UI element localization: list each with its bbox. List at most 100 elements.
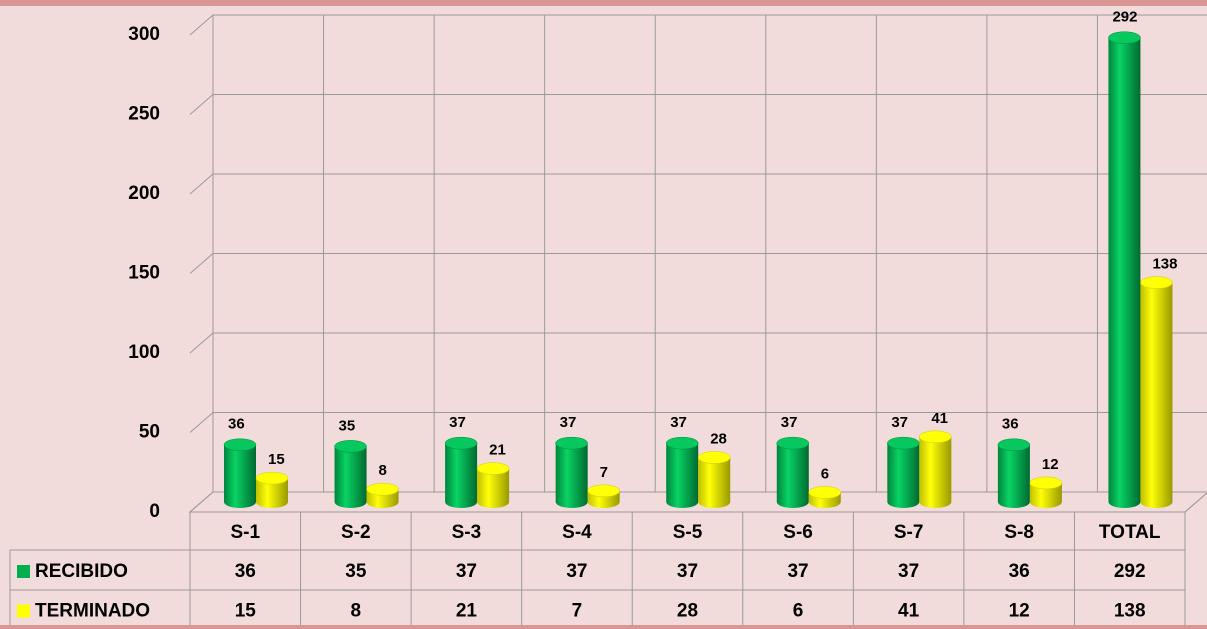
bar-top <box>919 430 952 444</box>
bar-top <box>887 436 920 450</box>
value-label: 36 <box>1002 416 1019 433</box>
table-value: 8 <box>351 601 362 622</box>
bar <box>1140 282 1173 509</box>
grid-line <box>189 253 1207 274</box>
table-value: 292 <box>1114 561 1146 582</box>
value-label: 28 <box>710 430 727 447</box>
value-label: 7 <box>600 464 608 481</box>
bottom-band <box>0 625 1207 629</box>
wall-line <box>1184 492 1207 513</box>
x-tick-label: S-2 <box>341 522 371 543</box>
grid-line <box>189 173 1207 195</box>
bar <box>776 443 809 509</box>
bar <box>334 446 367 509</box>
x-tick-label: S-7 <box>894 522 924 543</box>
bar-top <box>334 440 367 453</box>
bar-top <box>476 462 510 475</box>
y-tick-label: 150 <box>128 263 160 284</box>
table-value: 6 <box>793 601 804 622</box>
legend-label: RECIBIDO <box>35 561 128 582</box>
grid-line <box>189 14 1207 36</box>
y-tick-label: 300 <box>128 24 160 45</box>
value-label: 37 <box>891 414 908 431</box>
x-tick-label: S-5 <box>673 522 703 543</box>
x-tick-label: S-4 <box>562 522 592 543</box>
bar <box>997 444 1030 509</box>
bar-top <box>223 438 257 452</box>
table-value: 28 <box>677 601 698 622</box>
grid-line <box>189 332 1207 354</box>
bar-top <box>555 436 588 450</box>
table-value: 35 <box>345 561 367 582</box>
bar <box>555 443 588 509</box>
table-value: 41 <box>898 601 920 622</box>
bar <box>256 478 288 508</box>
bar-top <box>665 436 699 450</box>
value-label: 36 <box>228 416 245 433</box>
legend-label: TERMINADO <box>35 601 150 622</box>
table-value: 12 <box>1009 601 1030 622</box>
value-label: 292 <box>1112 9 1137 26</box>
bar <box>666 443 699 509</box>
value-label: 37 <box>781 414 798 431</box>
table-value: 36 <box>1009 561 1030 582</box>
grid-line <box>189 412 1207 433</box>
value-label: 35 <box>339 417 356 434</box>
table-value: 37 <box>787 561 808 582</box>
table-value: 21 <box>456 601 478 622</box>
legend-swatch <box>17 604 30 618</box>
grid-line <box>189 94 1207 115</box>
value-label: 8 <box>379 462 387 479</box>
y-tick-label: 250 <box>128 104 160 125</box>
value-label: 6 <box>821 465 829 482</box>
bar-top <box>1029 476 1063 490</box>
bar-top <box>1140 276 1173 289</box>
table-value: 37 <box>456 561 477 582</box>
bar <box>224 444 256 508</box>
table-value: 138 <box>1114 601 1146 622</box>
table-value: 36 <box>235 561 256 582</box>
bar <box>445 443 478 509</box>
bar <box>919 436 952 509</box>
y-tick-label: 100 <box>128 342 160 363</box>
value-label: 15 <box>268 451 285 468</box>
value-label: 21 <box>489 442 506 459</box>
bar-top <box>697 451 731 464</box>
y-tick-label: 50 <box>139 422 160 443</box>
table-value: 37 <box>898 561 919 582</box>
bar <box>1108 37 1141 509</box>
top-band <box>0 0 1207 6</box>
bar-top <box>255 471 289 485</box>
bar-top <box>808 486 842 499</box>
value-label: 37 <box>449 414 466 431</box>
x-tick-label: TOTAL <box>1099 522 1161 543</box>
x-tick-label: S-8 <box>1004 522 1034 543</box>
legend-swatch <box>17 565 30 578</box>
table-value: 7 <box>572 601 583 622</box>
bar-top <box>776 436 810 450</box>
x-tick-label: S-1 <box>230 522 260 543</box>
bar <box>887 443 920 509</box>
value-label: 138 <box>1152 256 1177 273</box>
bar <box>698 457 731 509</box>
value-label: 41 <box>931 410 948 427</box>
x-tick-label: S-3 <box>452 522 482 543</box>
bar <box>477 468 510 509</box>
x-tick-label: S-6 <box>783 522 813 543</box>
bar-top <box>997 438 1031 452</box>
bar-top <box>444 436 478 450</box>
y-tick-label: 0 <box>149 501 160 522</box>
value-label: 12 <box>1042 456 1059 473</box>
table-value: 15 <box>235 601 257 622</box>
table-value: 37 <box>677 561 698 582</box>
bar-top <box>1108 31 1141 44</box>
value-label: 37 <box>670 414 687 431</box>
bar <box>1029 482 1062 509</box>
value-label: 37 <box>560 414 577 431</box>
bar-top <box>366 483 399 496</box>
table-value: 37 <box>566 561 587 582</box>
y-tick-label: 200 <box>128 183 160 204</box>
bar-top <box>587 484 620 498</box>
